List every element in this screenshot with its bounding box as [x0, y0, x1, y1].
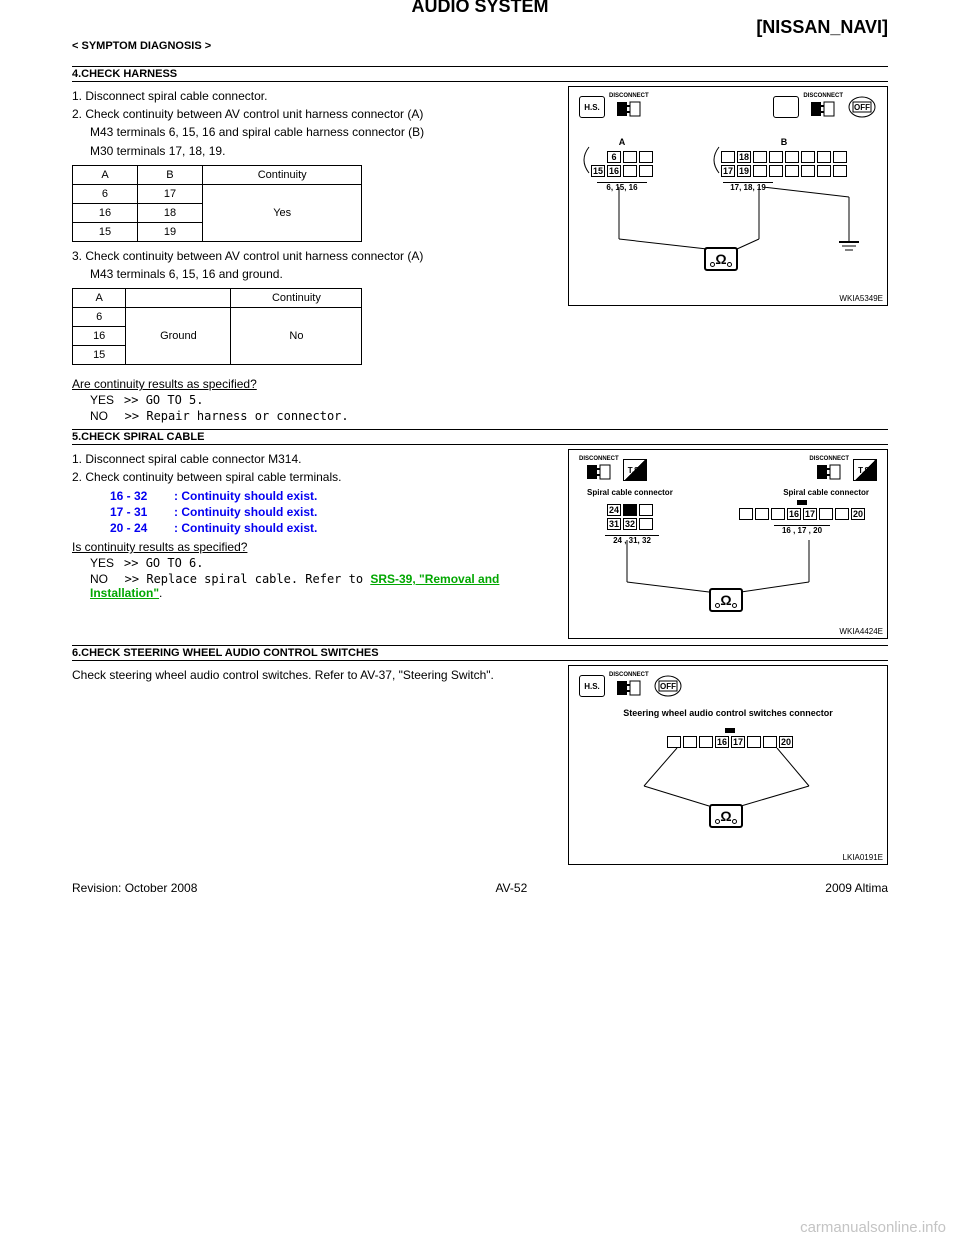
- no-action: >> Repair harness or connector.: [125, 409, 349, 423]
- diagram-harness-check: H.S. DISCONNECT DISCONNECT OFF: [568, 86, 888, 306]
- ohmmeter-icon: Ω: [709, 804, 743, 828]
- probe-wiring: [569, 748, 889, 848]
- question-text: Are continuity results as specified?: [72, 377, 888, 391]
- step-text: M43 terminals 6, 15, 16 and spiral cable…: [90, 124, 556, 140]
- svg-text:OFF: OFF: [854, 103, 870, 112]
- step-text: Check continuity between AV control unit…: [85, 107, 423, 121]
- step-text: Disconnect spiral cable connector M314.: [85, 452, 301, 466]
- diagram-code: LKIA0191E: [843, 853, 883, 862]
- ohmmeter-icon: Ω: [704, 247, 738, 271]
- yes-label: YES: [90, 556, 114, 570]
- yes-action: >> GO TO 6.: [124, 556, 203, 570]
- no-label: NO: [90, 572, 108, 586]
- diagram-steering-switches: H.S. DISCONNECT OFF Steering wheel audio…: [568, 665, 888, 865]
- section-6-bar: 6.CHECK STEERING WHEEL AUDIO CONTROL SWI…: [72, 645, 888, 661]
- continuity-table-2: AContinuity 6GroundNo 16 15: [72, 288, 362, 365]
- disconnect-icon: [810, 99, 836, 119]
- disconnect-icon: [586, 462, 612, 482]
- yes-action: >> GO TO 5.: [124, 393, 203, 407]
- disconnect-icon: [616, 99, 642, 119]
- probe-wiring: [569, 187, 889, 297]
- step-text: M43 terminals 6, 15, 16 and ground.: [90, 266, 556, 282]
- continuity-table-1: ABContinuity 617Yes 1618 1519: [72, 165, 362, 242]
- step-text: Check continuity between spiral cable te…: [85, 470, 341, 484]
- bracket-icon: [577, 145, 591, 175]
- step-text: M30 terminals 17, 18, 19.: [90, 143, 556, 159]
- off-icon: OFF: [847, 95, 877, 119]
- ts-icon: T.S.: [853, 459, 877, 481]
- question-text: Is continuity results as specified?: [72, 540, 556, 554]
- section-5-bar: 5.CHECK SPIRAL CABLE: [72, 429, 888, 445]
- disconnect-icon: [816, 462, 842, 482]
- continuity-spec: 16 - 32: [110, 489, 147, 503]
- footer: Revision: October 2008 AV-52 2009 Altima: [72, 871, 888, 895]
- disconnect-icon: [616, 678, 642, 698]
- no-label: NO: [90, 409, 108, 423]
- diagram-code: WKIA5349E: [839, 294, 883, 303]
- svg-text:OFF: OFF: [660, 682, 676, 691]
- step-num: 3.: [72, 249, 82, 263]
- continuity-spec: 20 - 24: [110, 521, 147, 535]
- header-right: [NISSAN_NAVI]: [756, 17, 888, 38]
- probe-wiring: [569, 540, 889, 630]
- off-icon: OFF: [653, 674, 683, 698]
- diagram-code: WKIA4424E: [839, 627, 883, 636]
- continuity-spec: 17 - 31: [110, 505, 147, 519]
- step-text: Check steering wheel audio control switc…: [72, 668, 360, 682]
- diagram-spiral-cable: DISCONNECT T.S. DISCONNECT T.S. Spiral c…: [568, 449, 888, 639]
- hs-icon: H.S.: [579, 96, 605, 118]
- section-4-bar: 4.CHECK HARNESS: [72, 66, 888, 82]
- watermark: carmanualsonline.info: [800, 1219, 946, 1236]
- doc-title: AUDIO SYSTEM: [72, 0, 888, 17]
- subtitle: < SYMPTOM DIAGNOSIS >: [72, 40, 888, 52]
- hs-icon: H.S.: [579, 675, 605, 697]
- step-num: 1.: [72, 452, 82, 466]
- no-action-prefix: >> Replace spiral cable. Refer to: [125, 572, 371, 586]
- step-text: Disconnect spiral cable connector.: [85, 89, 267, 103]
- step-text: Check continuity between AV control unit…: [85, 249, 423, 263]
- page-icon: [773, 96, 799, 118]
- step-num: 1.: [72, 89, 82, 103]
- bracket-icon: [707, 145, 721, 175]
- step-num: 2.: [72, 470, 82, 484]
- ohmmeter-icon: Ω: [709, 588, 743, 612]
- yes-label: YES: [90, 393, 114, 407]
- av-link[interactable]: AV-37, "Steering Switch": [360, 668, 490, 682]
- ts-icon: T.S.: [623, 459, 647, 481]
- step-num: 2.: [72, 107, 82, 121]
